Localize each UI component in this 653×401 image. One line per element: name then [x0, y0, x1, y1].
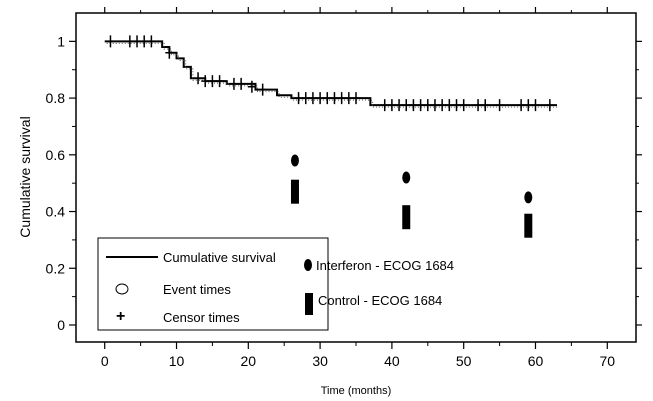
- censor-mark: [409, 99, 418, 112]
- censor-mark: [258, 83, 267, 96]
- censor-mark: [337, 92, 346, 105]
- legend-label-event-times: Event times: [163, 282, 231, 297]
- legend-swatch-event-times: [115, 283, 129, 295]
- control-marker: [524, 213, 533, 238]
- x-tick-label: 70: [599, 353, 615, 369]
- censor-mark: [395, 99, 404, 112]
- censor-mark: [125, 35, 134, 48]
- legend-label-censor-times: Censor times: [163, 310, 240, 325]
- x-tick-label: 20: [241, 353, 257, 369]
- y-tick-label: 0.8: [46, 90, 66, 106]
- interferon-marker: [402, 171, 411, 184]
- x-tick-label: 0: [101, 353, 109, 369]
- x-tick-label: 40: [384, 353, 400, 369]
- censor-mark: [416, 99, 425, 112]
- censor-mark: [430, 99, 439, 112]
- censor-mark: [524, 99, 533, 112]
- censor-mark: [208, 75, 217, 88]
- x-tick-label: 30: [312, 353, 328, 369]
- interferon-marker: [524, 191, 533, 204]
- censor-mark: [380, 99, 389, 112]
- censor-mark: [215, 75, 224, 88]
- y-tick-label: 0.6: [46, 147, 66, 163]
- censor-mark: [481, 99, 490, 112]
- y-tick-label: 0.2: [46, 260, 66, 276]
- x-tick-labels: 0 10 20 30 40 50 60 70: [101, 353, 615, 369]
- censor-mark: [387, 99, 396, 112]
- censor-mark: [323, 92, 332, 105]
- censor-mark: [301, 92, 310, 105]
- censor-mark: [294, 92, 303, 105]
- legend-swatch-control: [305, 293, 313, 315]
- censor-mark: [106, 35, 115, 48]
- censor-mark: [133, 35, 142, 48]
- censor-mark: [344, 92, 353, 105]
- series-layer: [104, 35, 560, 238]
- censor-mark: [237, 77, 246, 90]
- censor-mark: [402, 99, 411, 112]
- x-tick-label: 50: [456, 353, 472, 369]
- legend-label-control: Control - ECOG 1684: [318, 293, 442, 308]
- censor-mark: [308, 92, 317, 105]
- censor-mark: [330, 92, 339, 105]
- censor-mark: [545, 99, 554, 112]
- legend-box: [97, 237, 329, 331]
- censor-mark: [194, 72, 203, 85]
- x-axis-label: Time (months): [321, 385, 392, 397]
- censor-mark: [495, 99, 504, 112]
- control-marker: [290, 179, 299, 204]
- censor-mark: [459, 99, 468, 112]
- legend-label-cumulative-survival: Cumulative survival: [163, 250, 276, 265]
- censor-mark: [147, 35, 156, 48]
- y-tick-label: 0.4: [46, 204, 66, 220]
- censor-mark: [352, 92, 360, 105]
- y-axis-label: Cumulative survival: [17, 116, 33, 237]
- interferon-marker: [290, 154, 299, 167]
- censor-mark: [165, 46, 174, 59]
- censor-mark: [247, 80, 256, 93]
- censor-mark: [140, 35, 149, 48]
- censor-mark: [438, 99, 447, 112]
- x-tick-label: 10: [169, 353, 185, 369]
- legend: Cumulative survival Event times + Censor…: [97, 237, 454, 331]
- y-tick-label: 0: [57, 317, 65, 333]
- censor-mark: [531, 99, 540, 112]
- censor-mark: [445, 99, 454, 112]
- censor-mark: [229, 77, 238, 90]
- control-marker: [402, 205, 411, 230]
- x-tick-label: 60: [528, 353, 544, 369]
- censor-mark: [316, 92, 325, 105]
- censor-mark: [474, 99, 483, 112]
- legend-swatch-interferon: [304, 259, 312, 271]
- legend-swatch-censor-times: +: [116, 308, 125, 325]
- censor-mark: [423, 99, 432, 112]
- legend-label-interferon: Interferon - ECOG 1684: [316, 258, 454, 273]
- censor-mark: [517, 99, 526, 112]
- y-tick-labels: 0 0.2 0.4 0.6 0.8 1: [46, 33, 66, 333]
- censor-mark: [452, 99, 461, 112]
- survival-curve: [104, 40, 558, 107]
- axis-ticks: [69, 7, 642, 349]
- censor-mark: [201, 75, 210, 88]
- y-tick-label: 1: [57, 33, 65, 49]
